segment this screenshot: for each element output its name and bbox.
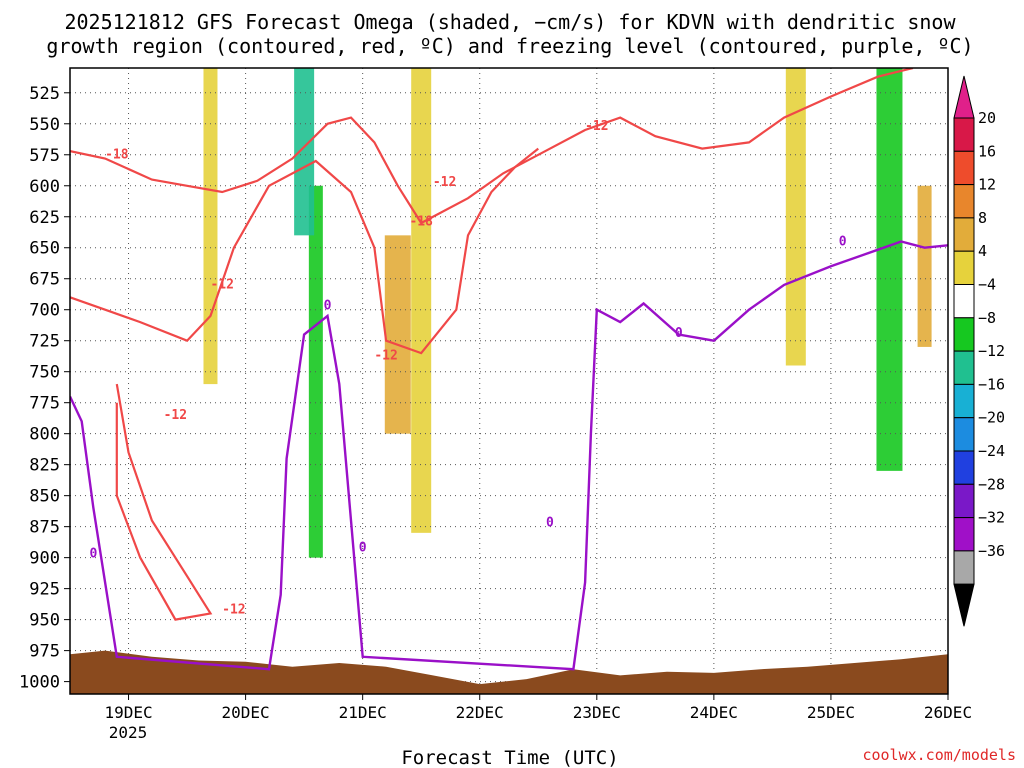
y-tick-label: 900 xyxy=(29,549,60,569)
colorbar-label: −24 xyxy=(978,442,1005,460)
freezing-contour-label: 0 xyxy=(839,234,847,249)
colorbar-segment xyxy=(953,250,975,285)
colorbar-segment xyxy=(953,417,975,452)
colorbar-segment xyxy=(953,184,975,219)
y-tick-label: 925 xyxy=(29,580,60,600)
y-tick-label: 775 xyxy=(29,394,60,414)
colorbar-top-arrow xyxy=(953,75,975,119)
contour-labels: -18 -12 -12 -18 -12 -12 -12 -12 0 0 0 0 0 0 xyxy=(89,119,846,617)
colorbar: 20 16 12 8 4 −4 −8 −12 −16 −20 −24 −28 −32 −36 xyxy=(953,75,1005,627)
dgz-contour-label: -12 xyxy=(433,175,456,190)
omega-shade-band xyxy=(294,68,315,236)
chart-title-line-2: growth region (contoured, red, ºC) and f… xyxy=(46,34,973,58)
x-tick-label: 24DEC xyxy=(690,703,738,722)
y-tick-label: 975 xyxy=(29,642,60,662)
colorbar-label: −8 xyxy=(978,309,996,327)
freezing-contour-label: 0 xyxy=(359,540,367,555)
dgz-contour-lower xyxy=(115,383,213,621)
colorbar-segment xyxy=(953,284,975,319)
contour-lines xyxy=(70,68,948,694)
y-tick-label: 575 xyxy=(29,146,60,166)
y-tick-label: 875 xyxy=(29,518,60,538)
colorbar-label: 4 xyxy=(978,242,987,260)
colorbar-bottom-arrow xyxy=(953,583,975,627)
colorbar-label: −32 xyxy=(978,509,1005,527)
dgz-contour-label: -12 xyxy=(210,278,233,293)
omega-shade-band xyxy=(917,185,932,347)
freezing-contour-label: 0 xyxy=(89,547,97,562)
y-tick-label: 825 xyxy=(29,456,60,476)
y-axis: 525 550 575 600 625 650 675 700 725 750 775 800 825 8… xyxy=(19,84,70,693)
x-axis-title: Forecast Time (UTC) xyxy=(401,747,618,768)
freezing-level-contour xyxy=(70,240,948,671)
colorbar-segment xyxy=(953,150,975,186)
dgz-contour-label: -12 xyxy=(585,119,608,134)
y-tick-label: 600 xyxy=(29,177,60,197)
colorbar-segment xyxy=(953,383,975,419)
terrain-ground xyxy=(70,650,948,694)
dgz-contour-label: -12 xyxy=(222,602,245,617)
dgz-contour-minus-18 xyxy=(70,68,914,225)
colorbar-segment xyxy=(953,217,975,252)
colorbar-label: −20 xyxy=(978,409,1005,427)
y-tick-label: 625 xyxy=(29,208,60,228)
credit-text: coolwx.com/models xyxy=(862,746,1016,764)
y-tick-label: 550 xyxy=(29,115,60,135)
dgz-contour-label: -18 xyxy=(409,214,433,229)
x-axis: 19DEC 20DEC 21DEC 22DEC 23DEC 24DEC 25DEC 26DEC xyxy=(104,694,972,722)
x-tick-label: 19DEC xyxy=(104,703,152,722)
colorbar-segment xyxy=(953,450,975,485)
colorbar-label: −28 xyxy=(978,475,1005,493)
x-tick-label: 22DEC xyxy=(456,703,504,722)
dgz-contour-label: -18 xyxy=(105,147,129,162)
omega-shade-band xyxy=(876,68,903,471)
y-tick-label: 700 xyxy=(29,301,60,321)
dgz-contour-label: -12 xyxy=(164,408,187,423)
y-tick-label: 675 xyxy=(29,270,60,290)
y-tick-label: 750 xyxy=(29,363,60,383)
colorbar-label: 12 xyxy=(978,176,996,194)
colorbar-label: −36 xyxy=(978,542,1005,560)
x-axis-year: 2025 xyxy=(109,723,148,742)
freezing-contour-label: 0 xyxy=(675,326,683,341)
colorbar-label: 16 xyxy=(978,142,996,160)
x-tick-label: 20DEC xyxy=(222,703,270,722)
y-tick-label: 800 xyxy=(29,425,60,445)
omega-shade-band xyxy=(384,235,411,434)
dgz-contour-minus-12 xyxy=(70,147,539,355)
chart-title-line-1: 2025121812 GFS Forecast Omega (shaded, −… xyxy=(64,10,956,34)
colorbar-label: 8 xyxy=(978,209,987,227)
freezing-contour-label: 0 xyxy=(324,299,332,314)
y-tick-label: 850 xyxy=(29,487,60,507)
plot-frame xyxy=(69,67,949,695)
colorbar-segment xyxy=(953,317,975,352)
x-tick-label: 25DEC xyxy=(807,703,855,722)
y-tick-label: 650 xyxy=(29,239,60,259)
colorbar-label: −4 xyxy=(978,276,996,294)
omega-shade-band xyxy=(411,68,432,533)
colorbar-label: 20 xyxy=(978,109,996,127)
colorbar-segment xyxy=(953,550,975,585)
omega-shade-band xyxy=(203,68,218,385)
colorbar-segment xyxy=(953,117,975,152)
y-tick-label: 525 xyxy=(29,84,60,104)
freezing-contour-label: 0 xyxy=(546,516,554,531)
colorbar-label: −12 xyxy=(978,342,1005,360)
x-tick-label: 21DEC xyxy=(339,703,387,722)
dgz-contour-label: -12 xyxy=(374,348,397,363)
x-tick-label: 23DEC xyxy=(573,703,621,722)
colorbar-segment xyxy=(953,517,975,552)
y-tick-label: 950 xyxy=(29,611,60,631)
y-tick-label: 1000 xyxy=(19,673,60,693)
y-tick-label: 725 xyxy=(29,332,60,352)
colorbar-segment xyxy=(953,350,975,385)
x-tick-label: 26DEC xyxy=(924,703,972,722)
colorbar-segment xyxy=(953,483,975,519)
colorbar-label: −16 xyxy=(978,375,1005,393)
